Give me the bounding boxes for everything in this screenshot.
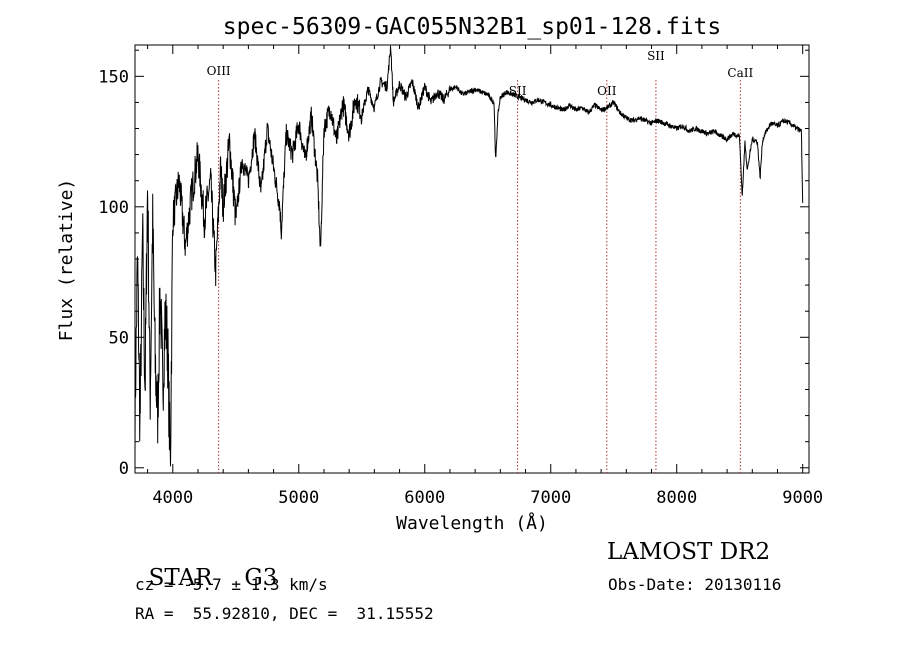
class-label: STAR	[148, 565, 213, 591]
y-tick-label: 150	[98, 67, 129, 87]
x-tick-label: 7000	[530, 488, 571, 508]
survey-label: LAMOST DR2	[607, 539, 771, 565]
spectrum-line	[134, 45, 804, 467]
x-tick-label: 4000	[152, 488, 193, 508]
y-tick-label: 50	[109, 328, 129, 348]
x-tick-label: 6000	[404, 488, 445, 508]
x-tick-label: 9000	[782, 488, 823, 508]
obs-date-text: Obs-Date: 20130116	[608, 575, 782, 594]
reference-line-label: OII	[597, 84, 617, 98]
chart-title: spec-56309-GAC055N32B1_sp01-128.fits	[223, 14, 722, 40]
y-tick-label: 100	[98, 198, 129, 218]
reference-line-label: SII	[647, 49, 665, 63]
spectral-class: STAR G3	[134, 539, 278, 591]
x-axis-label: Wavelength (Å)	[396, 512, 548, 534]
reference-lines: OIII SII OII SII CaII	[207, 49, 754, 473]
reference-line-label: OIII	[207, 64, 231, 78]
x-tick-label: 8000	[656, 488, 697, 508]
plot-frame	[134, 44, 810, 474]
reference-line-label: CaII	[727, 66, 753, 80]
subclass-label: G3	[244, 565, 278, 591]
redshift-text: cz = -5.7 ± 1.3 km/s	[135, 575, 328, 594]
x-tick-label: 5000	[278, 488, 319, 508]
y-tick-label: 0	[119, 459, 129, 479]
axis-ticks: 4000 5000 6000 7000 8000 9000 0 50 100 150	[98, 45, 823, 508]
reference-line-label: SII	[509, 84, 527, 98]
y-axis-label: Flux (relative)	[56, 179, 77, 342]
coordinates-text: RA = 55.92810, DEC = 31.15552	[135, 604, 434, 623]
